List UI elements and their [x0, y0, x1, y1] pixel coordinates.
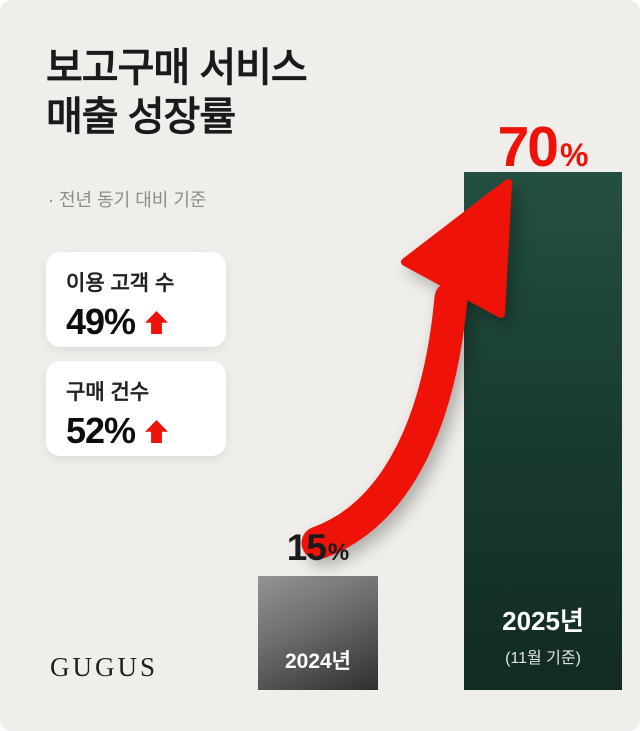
- page-title: 보고구매 서비스 매출 성장률: [46, 44, 308, 142]
- bar-2024-year-label: 2024년: [284, 650, 352, 673]
- up-arrow-icon: [145, 419, 169, 443]
- bar-2024-unit: %: [327, 539, 350, 566]
- bar-2025-unit: %: [559, 137, 589, 173]
- stat-customers-label: 이용 고객 수: [66, 272, 175, 295]
- bar-2024-value: 15: [286, 527, 327, 568]
- stat-customers-value-row: 49%: [66, 301, 206, 343]
- stat-purchases-value-row: 52%: [66, 410, 206, 452]
- title-line-1: 보고구매 서비스: [46, 46, 308, 90]
- bar-2025-note-label: (11월 기준): [505, 650, 581, 667]
- brand-logo: GUGUS: [50, 652, 159, 682]
- stat-purchases-value: 52%: [66, 410, 136, 451]
- up-arrow-icon: [145, 310, 169, 334]
- stat-purchases-label: 구매 건수: [66, 381, 150, 404]
- bar-2024-value-label: 15%: [258, 527, 378, 569]
- title-line-2: 매출 성장률: [46, 94, 236, 139]
- stat-customers-value: 49%: [66, 301, 136, 342]
- bar-2025-year-label: 2025년: [502, 606, 584, 636]
- growth-arrow-icon: [301, 179, 512, 558]
- bar-2025-value: 70: [497, 115, 559, 179]
- stat-card-purchases: 구매 건수 52%: [46, 361, 226, 456]
- stat-card-customers: 이용 고객 수 49%: [46, 252, 226, 347]
- bar-2024: 2024년: [258, 576, 378, 690]
- bar-2025-value-label: 70%: [464, 114, 622, 180]
- page-subtitle: · 전년 동기 대비 기준: [48, 190, 207, 210]
